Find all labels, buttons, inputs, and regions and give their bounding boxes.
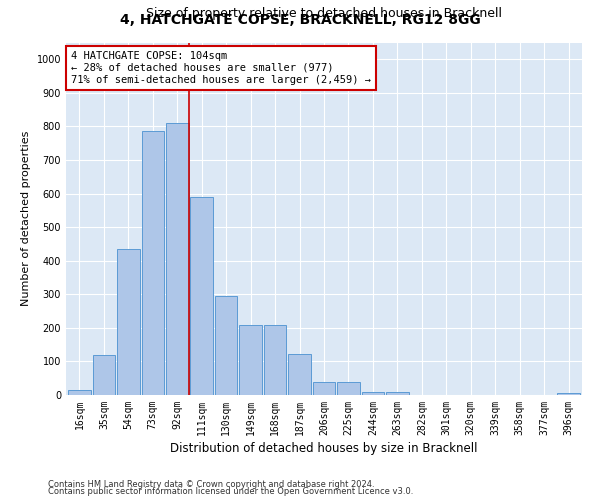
Bar [313,382,335,395]
Bar [142,132,164,395]
Bar [190,197,213,395]
Bar [264,324,286,395]
Text: Contains public sector information licensed under the Open Government Licence v3: Contains public sector information licen… [48,487,413,496]
Bar [117,249,140,395]
Bar [92,354,115,395]
Bar [386,392,409,395]
Bar [239,324,262,395]
Text: 4, HATCHGATE COPSE, BRACKNELL, RG12 8GG: 4, HATCHGATE COPSE, BRACKNELL, RG12 8GG [119,12,481,26]
Title: Size of property relative to detached houses in Bracknell: Size of property relative to detached ho… [146,8,502,20]
Bar [215,296,238,395]
Bar [288,354,311,395]
Bar [362,392,384,395]
Bar [166,123,188,395]
Text: Contains HM Land Registry data © Crown copyright and database right 2024.: Contains HM Land Registry data © Crown c… [48,480,374,489]
Bar [68,390,91,395]
Bar [337,382,360,395]
Bar [557,394,580,395]
X-axis label: Distribution of detached houses by size in Bracknell: Distribution of detached houses by size … [170,442,478,455]
Text: 4 HATCHGATE COPSE: 104sqm
← 28% of detached houses are smaller (977)
71% of semi: 4 HATCHGATE COPSE: 104sqm ← 28% of detac… [71,52,371,84]
Y-axis label: Number of detached properties: Number of detached properties [21,131,31,306]
